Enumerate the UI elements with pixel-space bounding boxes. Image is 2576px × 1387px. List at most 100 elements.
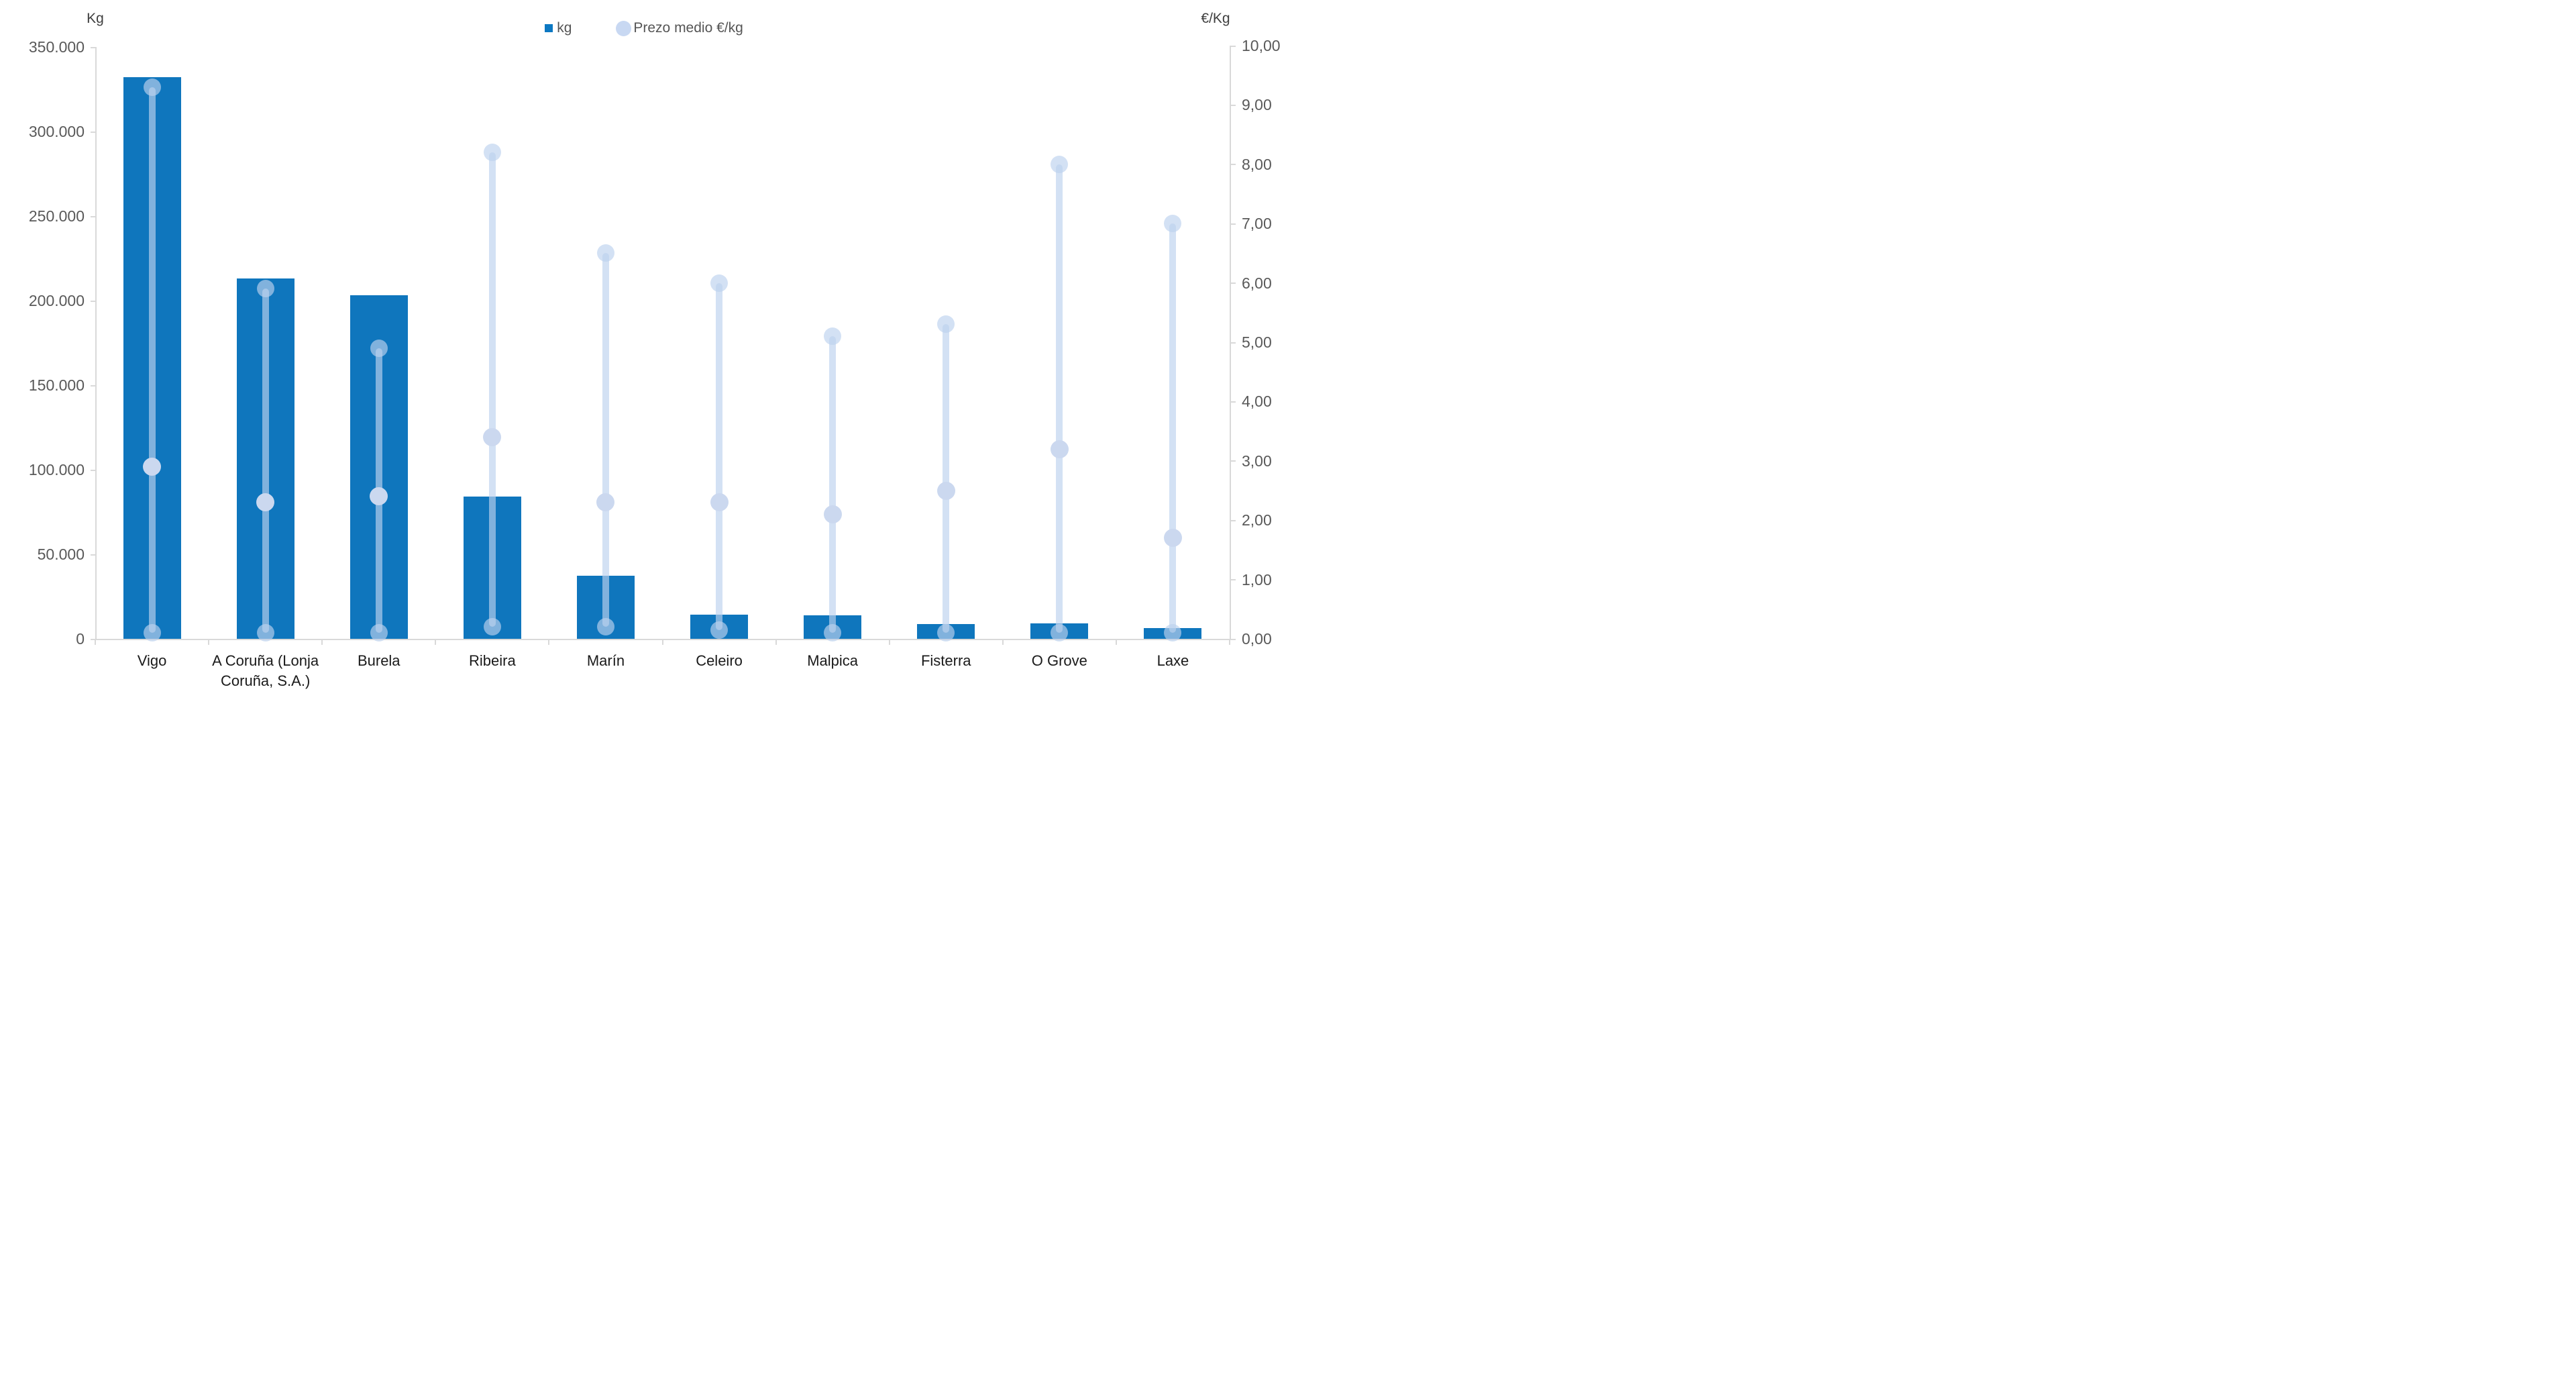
price-avg-dot <box>596 493 615 512</box>
price-min-dot <box>256 624 274 642</box>
price-max-dot <box>256 280 274 298</box>
y-tick-label-left: 0 <box>76 630 85 648</box>
right-axis-tick <box>1231 164 1236 166</box>
price-range-stem <box>148 87 156 633</box>
price-max-dot <box>370 339 388 357</box>
y-tick-label-left: 250.000 <box>28 207 85 225</box>
x-category-label: Vigo <box>137 652 167 669</box>
x-axis-tick <box>1229 640 1230 645</box>
y-tick-label-right: 10,00 <box>1242 37 1281 54</box>
x-axis-line <box>95 639 1235 640</box>
y-tick-label-right: 6,00 <box>1242 274 1272 292</box>
right-axis-title: €/Kg <box>1201 11 1230 26</box>
x-axis-tick <box>435 640 437 645</box>
price-avg-dot <box>710 493 729 512</box>
left-axis-line <box>95 47 97 639</box>
chart-canvas: Kg €/Kg kg Prezo medio €/kg 350.000 300.00… <box>0 0 1288 693</box>
y-tick-label-right: 5,00 <box>1242 333 1272 351</box>
right-axis-tick <box>1231 460 1236 462</box>
price-max-dot <box>824 327 842 346</box>
price-max-dot <box>710 274 729 292</box>
left-axis-tick <box>91 300 95 302</box>
price-avg-dot <box>370 487 388 506</box>
x-category-label: O Grove <box>1031 652 1087 669</box>
price-range-stem <box>1056 164 1063 633</box>
price-min-dot <box>370 624 388 642</box>
x-category-label: Malpica <box>807 652 859 669</box>
left-axis-tick <box>91 384 95 387</box>
price-avg-dot <box>1163 529 1182 548</box>
y-tick-label-left: 200.000 <box>28 292 85 309</box>
price-range-stem <box>829 336 837 633</box>
x-category-label: Marín <box>586 652 625 669</box>
price-avg-dot <box>143 458 162 476</box>
right-axis-tick <box>1231 104 1236 106</box>
x-category-label: Ribeira <box>468 652 516 669</box>
x-axis-tick <box>775 640 777 645</box>
price-range-stem <box>1169 223 1177 633</box>
right-axis-tick <box>1231 638 1236 640</box>
price-min-dot <box>1164 624 1182 642</box>
right-axis-tick <box>1231 282 1236 285</box>
price-avg-dot <box>1050 440 1069 458</box>
x-category-label: Fisterra <box>920 652 971 669</box>
price-min-dot <box>1051 624 1069 642</box>
y-tick-label-left: 350.000 <box>28 38 85 56</box>
price-min-dot <box>483 618 501 636</box>
left-axis-tick <box>91 215 95 217</box>
price-max-dot <box>1051 155 1069 173</box>
left-axis-tick <box>91 554 95 556</box>
price-range-stem <box>488 152 496 627</box>
right-axis-tick <box>1231 519 1236 521</box>
y-tick-label-right: 1,00 <box>1242 570 1272 588</box>
y-tick-label-left: 300.000 <box>28 123 85 140</box>
price-avg-dot <box>256 493 275 512</box>
price-avg-dot <box>823 505 842 523</box>
legend-square-swatch <box>545 24 553 32</box>
y-tick-label-left: 150.000 <box>28 376 85 394</box>
right-axis-tick <box>1231 223 1236 225</box>
price-avg-dot <box>936 481 955 500</box>
x-axis-tick <box>208 640 210 645</box>
price-max-dot <box>1164 215 1182 233</box>
x-axis-tick <box>1115 640 1117 645</box>
y-tick-label-right: 2,00 <box>1242 511 1272 529</box>
left-axis-tick <box>91 469 95 471</box>
legend-item-prezo-medio: Prezo medio €/kg <box>616 20 743 36</box>
right-axis-tick <box>1231 401 1236 403</box>
price-max-dot <box>596 244 614 262</box>
price-min-dot <box>824 624 842 642</box>
right-axis-tick <box>1231 342 1236 344</box>
price-avg-dot <box>483 427 502 446</box>
legend-label: Prezo medio €/kg <box>633 20 743 36</box>
left-axis-tick <box>91 46 95 48</box>
x-category-label: A Coruña (Lonja Coruña, S.A.) <box>212 652 319 689</box>
x-axis-tick <box>95 640 96 645</box>
legend-label: kg <box>557 20 572 36</box>
price-range-stem <box>262 289 269 633</box>
price-min-dot <box>143 624 161 642</box>
x-category-label: Laxe <box>1157 652 1189 669</box>
price-max-dot <box>483 144 501 162</box>
right-axis-line <box>1230 46 1231 639</box>
price-min-dot <box>710 621 729 639</box>
x-axis-tick <box>1002 640 1004 645</box>
price-range-stem <box>602 253 609 627</box>
left-axis-tick <box>91 638 95 640</box>
x-axis-tick <box>888 640 890 645</box>
y-tick-label-right: 8,00 <box>1242 155 1272 173</box>
y-tick-label-right: 4,00 <box>1242 393 1272 411</box>
legend-item-kg: kg <box>545 20 572 36</box>
x-axis-tick <box>321 640 323 645</box>
x-category-label: Celeiro <box>696 652 743 669</box>
left-axis-tick <box>91 131 95 133</box>
y-tick-label-right: 0,00 <box>1242 630 1272 648</box>
price-max-dot <box>143 78 161 96</box>
price-min-dot <box>596 618 614 636</box>
left-axis-title: Kg <box>87 11 104 26</box>
price-range-stem <box>716 282 723 630</box>
legend: kg Prezo medio €/kg <box>0 20 1288 36</box>
price-min-dot <box>937 624 955 642</box>
y-tick-label-right: 3,00 <box>1242 452 1272 470</box>
right-axis-tick <box>1231 579 1236 581</box>
